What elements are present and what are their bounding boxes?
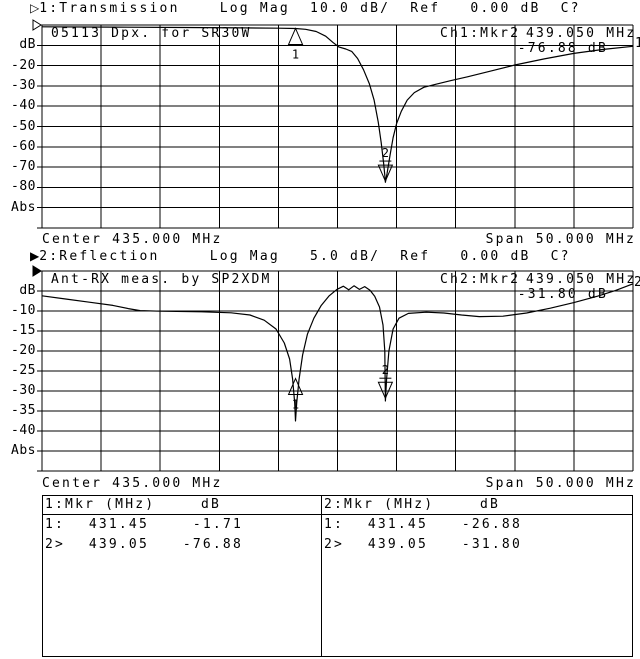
marker-row-label: 2> [45, 537, 66, 552]
ch2-span-label: Span 50.000 MHz [485, 476, 636, 491]
ch2-marker-readout-label: Ch2:Mkr2 [440, 272, 521, 287]
ch1-title-text: 1:Transmission Log Mag 10.0 dB/ Ref 0.00… [39, 1, 581, 16]
y-axis-label: dB [19, 283, 36, 298]
table-row: 1: 431.45 -26.88 [322, 517, 600, 533]
marker-table-ch2-unit: dB [480, 497, 501, 512]
y-axis-label: -20 [11, 343, 36, 358]
y-axis-label: -60 [11, 138, 36, 154]
marker-up-triangle-icon [287, 377, 304, 396]
ch2-center-label: Center 435.000 MHz [42, 476, 223, 491]
marker-table-ch2-header: 2:Mkr (MHz) [324, 497, 435, 512]
marker-number: 2 [382, 363, 389, 377]
marker-table-ch1-header: 1:Mkr (MHz) [45, 497, 156, 512]
ch2-marker-readout-value: -31.80 dB [517, 287, 608, 302]
marker-row-freq: 439.05 [367, 537, 428, 552]
marker-row-value: -26.88 [461, 517, 522, 532]
y-axis-label: -35 [11, 403, 36, 418]
ch1-marker-readout-value: -76.88 dB [517, 41, 608, 56]
ch1-center-label: Center 435.000 MHz [42, 232, 223, 247]
marker-number: 1 [292, 398, 299, 412]
marker-down-triangle-icon [377, 164, 394, 183]
marker-table-divider [321, 496, 322, 656]
y-axis-label: -10 [11, 303, 36, 318]
marker-row-label: 2> [324, 537, 345, 552]
y-axis-label: Abs [11, 443, 36, 458]
ch1-title-line: ▷1:Transmission Log Mag 10.0 dB/ Ref 0.0… [30, 1, 581, 16]
table-row: 2> 439.05 -31.80 [322, 537, 600, 553]
y-axis-label: -15 [11, 323, 36, 338]
y-axis-label: -40 [11, 423, 36, 438]
y-axis-label: -80 [11, 179, 36, 195]
ch1-marker-readout-freq: 439.050 MHz [526, 26, 637, 41]
y-axis-label: -30 [11, 77, 36, 93]
marker-row-label: 1: [45, 517, 66, 532]
ch1-annotation: 05113 Dpx. for SR30W [51, 26, 252, 41]
table-row: 2> 439.05 -76.88 [43, 537, 321, 553]
marker-table-header-rule [43, 514, 632, 515]
trace1-number-label: 1 [635, 36, 640, 51]
ch1-channel-arrow-icon: ▷ [30, 1, 40, 15]
trace2-number-label: 2 [634, 275, 640, 290]
y-axis-label: Abs [11, 199, 36, 215]
marker-number: 1 [292, 47, 299, 61]
y-axis-label: -40 [11, 98, 36, 114]
marker-row-value: -1.71 [192, 517, 243, 532]
marker-row-value: -31.80 [461, 537, 522, 552]
y-axis-label: -25 [11, 363, 36, 378]
trace-line [41, 283, 634, 422]
ch1-marker-readout-label: Ch1:Mkr2 [440, 26, 521, 41]
marker-row-freq: 431.45 [88, 517, 149, 532]
y-axis-label: -30 [11, 383, 36, 398]
y-axis-label: -70 [11, 159, 36, 175]
marker-row-freq: 431.45 [367, 517, 428, 532]
marker-table-section-ch2: 2:Mkr (MHz) dB 1: 431.45 -26.88 2> 439.0… [322, 496, 600, 656]
ch1-span-label: Span 50.000 MHz [485, 232, 636, 247]
marker-table-section-ch1: 1:Mkr (MHz) dB 1: 431.45 -1.71 2> 439.05… [43, 496, 321, 656]
marker-table: 1:Mkr (MHz) dB 1: 431.45 -1.71 2> 439.05… [42, 495, 633, 657]
ch2-channel-arrow-icon: ▶ [30, 249, 40, 263]
y-axis-label: -20 [11, 57, 36, 73]
marker-number: 2 [382, 146, 389, 160]
marker-up-triangle-icon [287, 27, 304, 45]
ch2-annotation: Ant-RX meas. by SP2XDM [51, 272, 272, 287]
y-axis-label: -50 [11, 118, 36, 134]
ch2-title-line: ▶2:Reflection Log Mag 5.0 dB/ Ref 0.00 d… [30, 249, 571, 264]
marker-table-ch1-unit: dB [201, 497, 222, 512]
marker-down-triangle-icon [377, 381, 394, 400]
ch2-title-text: 2:Reflection Log Mag 5.0 dB/ Ref 0.00 dB… [39, 249, 571, 264]
marker-row-freq: 439.05 [88, 537, 149, 552]
ch2-marker-readout-freq: 439.050 MHz [526, 272, 637, 287]
table-row: 1: 431.45 -1.71 [43, 517, 321, 533]
marker-row-label: 1: [324, 517, 345, 532]
marker-row-value: -76.88 [182, 537, 243, 552]
y-axis-label: dB [19, 37, 36, 53]
